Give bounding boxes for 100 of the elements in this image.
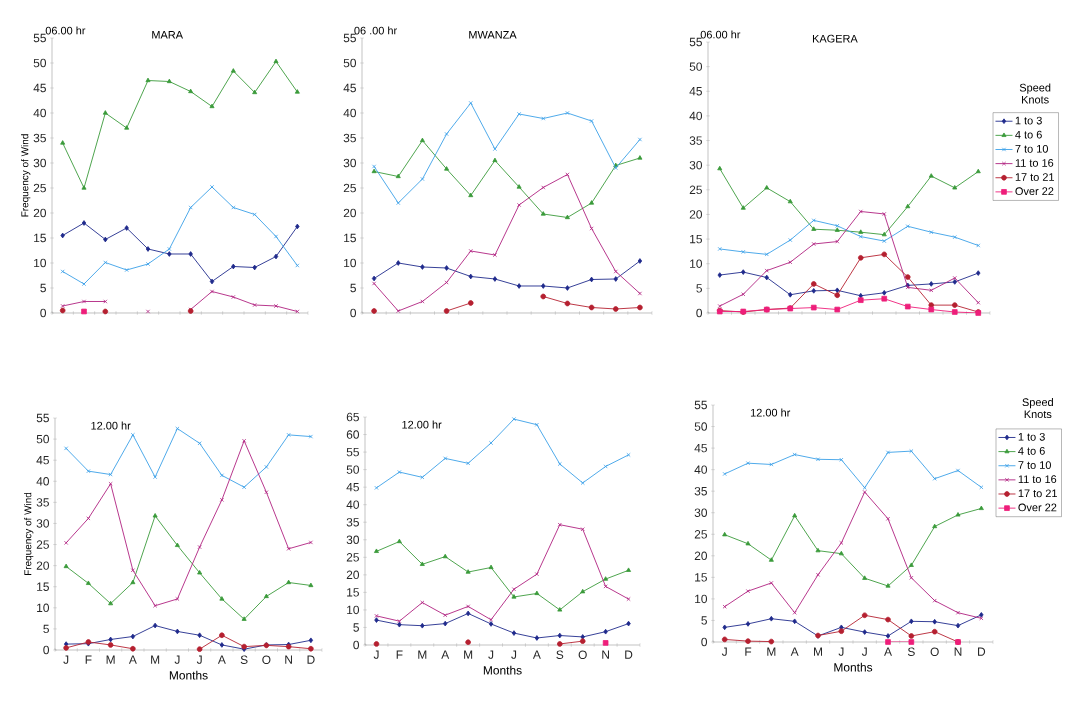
y-tick-label: 40 [33, 108, 47, 118]
y-tick-label: 0 [701, 637, 708, 647]
legend-label: 4 to 6 [1015, 130, 1042, 139]
y-tick-label: 45 [689, 87, 702, 96]
legend-label: 1 to 3 [1015, 116, 1042, 125]
y-tick-label: 20 [33, 208, 47, 218]
y-tick-label: 15 [690, 234, 702, 244]
x-tick-label: M [151, 655, 160, 664]
y-tick-label: 55 [694, 400, 707, 410]
legend-label: Over 22 [1015, 187, 1054, 196]
y-tick-label: 5 [40, 283, 46, 293]
y-tick-label: 35 [694, 486, 707, 496]
legend-label: 17 to 21 [1018, 489, 1057, 498]
x-tick-label: J [63, 655, 69, 664]
x-tick-label: M [814, 647, 822, 656]
y-tick-label: 40 [36, 477, 50, 486]
y-tick-label: 25 [36, 540, 49, 549]
x-tick-label: S [240, 655, 248, 664]
y-tick-label: 30 [689, 160, 703, 170]
y-tick-label: 55 [346, 447, 359, 457]
y-tick-label: 45 [343, 83, 356, 93]
legend-label: 11 to 16 [1018, 475, 1057, 484]
y-tick-label: 20 [694, 551, 708, 561]
x-tick-label: J [373, 650, 379, 659]
legend-label: Over 22 [1018, 503, 1057, 512]
legend-label: 7 to 10 [1015, 144, 1048, 153]
y-tick-label: 20 [343, 208, 357, 218]
y-tick-label: 65 [346, 412, 359, 422]
x-tick-label: D [625, 650, 633, 659]
legend-label: 17 to 21 [1015, 173, 1054, 181]
x-axis-title: Months [169, 670, 208, 680]
y-tick-label: 20 [36, 561, 50, 570]
legend-label: 4 to 6 [1018, 447, 1045, 455]
y-tick-label: 30 [694, 508, 708, 517]
chart-subtitle: 06.00 hr [45, 26, 86, 35]
y-axis-title: Frequency of Wind [24, 492, 34, 575]
y-tick-label: 55 [343, 33, 356, 43]
y-tick-label: 0 [353, 640, 360, 650]
y-tick-label: 10 [34, 258, 47, 268]
y-axis-title: Frequency of Wind [21, 134, 31, 217]
chart-subtitle: 06 .00 hr [354, 26, 397, 35]
y-tick-label: 60 [346, 430, 360, 439]
x-tick-label: A [532, 650, 541, 659]
legend-title: Speed Knots [1022, 398, 1053, 419]
y-tick-label: 25 [689, 185, 702, 195]
y-tick-label: 25 [33, 183, 46, 193]
y-tick-label: 50 [346, 465, 360, 474]
y-tick-label: 30 [343, 158, 357, 168]
x-tick-label: N [602, 650, 609, 659]
y-tick-label: 10 [347, 605, 360, 615]
x-tick-label: F [396, 650, 403, 659]
x-axis-title: Months [834, 662, 873, 672]
x-tick-label: N [285, 655, 292, 664]
x-tick-label: O [578, 650, 587, 659]
x-tick-label: A [441, 650, 450, 659]
y-tick-label: 15 [347, 588, 359, 597]
y-tick-label: 10 [344, 258, 357, 268]
x-tick-label: J [861, 647, 867, 656]
y-tick-label: 35 [343, 133, 356, 143]
chart-title: KAGERA [812, 34, 858, 43]
y-tick-label: 35 [689, 136, 702, 145]
chart-title: MWANZA [469, 31, 517, 39]
chart-title: MARA [152, 31, 183, 39]
y-tick-label: 45 [33, 83, 46, 93]
y-tick-label: 40 [346, 500, 360, 509]
y-tick-label: 5 [353, 623, 359, 632]
x-tick-label: J [174, 655, 180, 664]
y-tick-label: 25 [343, 183, 356, 193]
y-tick-label: 0 [696, 308, 703, 318]
x-tick-label: J [838, 647, 844, 656]
y-tick-label: 50 [33, 58, 47, 68]
x-tick-label: N [954, 647, 962, 656]
y-tick-label: 0 [40, 308, 47, 318]
x-tick-label: M [464, 650, 473, 659]
chart-title: 12.00 hr [750, 408, 791, 417]
legend-label: 7 to 10 [1018, 461, 1051, 469]
y-tick-label: 5 [696, 284, 702, 293]
x-tick-label: S [556, 650, 564, 659]
y-tick-label: 50 [694, 422, 708, 431]
y-tick-label: 25 [346, 553, 359, 562]
x-tick-label: A [790, 647, 799, 656]
x-tick-label: M [418, 650, 427, 659]
y-tick-label: 10 [37, 603, 50, 613]
y-tick-label: 15 [34, 233, 46, 243]
x-tick-label: A [128, 655, 137, 664]
x-tick-label: S [907, 647, 915, 656]
y-tick-label: 50 [36, 434, 50, 444]
y-tick-label: 40 [694, 465, 708, 474]
y-tick-label: 55 [689, 37, 702, 47]
x-tick-label: A [217, 655, 226, 664]
x-tick-label: J [721, 647, 727, 656]
y-tick-label: 5 [350, 283, 356, 293]
chart-title: 12.00 hr [91, 421, 131, 430]
y-tick-label: 55 [36, 413, 49, 423]
y-tick-label: 20 [689, 210, 703, 219]
y-tick-label: 0 [350, 308, 357, 318]
legend-label: 1 to 3 [1018, 432, 1045, 441]
chart-subtitle: 06.00 hr [700, 30, 741, 39]
x-tick-label: M [106, 655, 115, 664]
chart-title: 12.00 hr [402, 420, 442, 429]
